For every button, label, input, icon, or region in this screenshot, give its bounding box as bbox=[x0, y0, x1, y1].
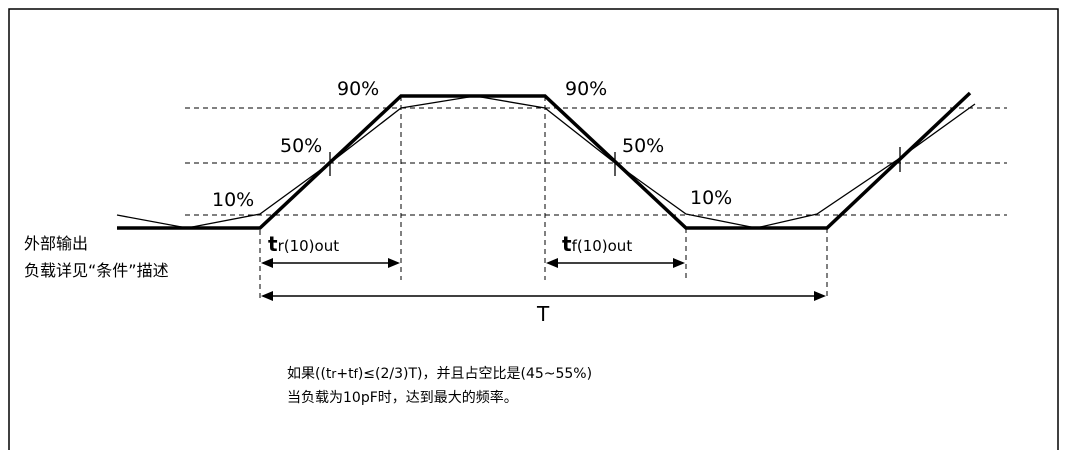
note-line2: 当负载为10pF时，达到最大的频率。 bbox=[287, 389, 518, 406]
vertical-markers bbox=[259, 96, 828, 300]
load-label-line1: 外部输出 bbox=[24, 234, 88, 253]
note-line1-sub-f: f bbox=[354, 367, 359, 381]
fall-time-subscript: f bbox=[572, 237, 578, 255]
label-10-left: 10% bbox=[212, 189, 254, 211]
actual-waveform bbox=[116, 95, 976, 229]
fall-time-arrow bbox=[546, 258, 685, 268]
rise-time-label: tr(10)out bbox=[268, 232, 339, 256]
period-arrow bbox=[261, 291, 826, 301]
ideal-waveform bbox=[117, 91, 972, 230]
label-90-right: 90% bbox=[565, 78, 607, 100]
rise-time-symbol: t bbox=[268, 232, 278, 256]
diagram-frame bbox=[8, 8, 1059, 450]
load-label-line2: 负载详见“条件”描述 bbox=[24, 261, 169, 280]
fall-time-label: tf(10)out bbox=[562, 232, 632, 256]
label-10-right: 10% bbox=[690, 187, 732, 209]
note-line1: 如果((tr+tf)≤(2/3)T)，并且占空比是(45~55%) bbox=[287, 366, 592, 382]
note-line1-part-a: 如果((t bbox=[287, 366, 332, 382]
label-90-left: 90% bbox=[337, 78, 379, 100]
rise-time-arrow bbox=[261, 258, 400, 268]
label-50-left: 50% bbox=[280, 135, 322, 157]
fall-time-suffix: (10)out bbox=[577, 237, 632, 255]
note-line1-sub-r: r bbox=[331, 367, 336, 381]
period-label: T bbox=[536, 302, 550, 326]
rise-time-subscript: r bbox=[278, 237, 285, 255]
reference-lines bbox=[185, 107, 1007, 216]
dimension-arrows bbox=[261, 258, 826, 301]
note-line1-part-e: )≤(2/3)T)，并且占空比是(45~55%) bbox=[358, 366, 592, 382]
crossing-ticks bbox=[329, 147, 901, 176]
fall-time-symbol: t bbox=[562, 232, 572, 256]
note-line1-part-c: +t bbox=[336, 366, 354, 382]
rise-time-suffix: (10)out bbox=[284, 237, 339, 255]
label-50-right: 50% bbox=[622, 135, 664, 157]
